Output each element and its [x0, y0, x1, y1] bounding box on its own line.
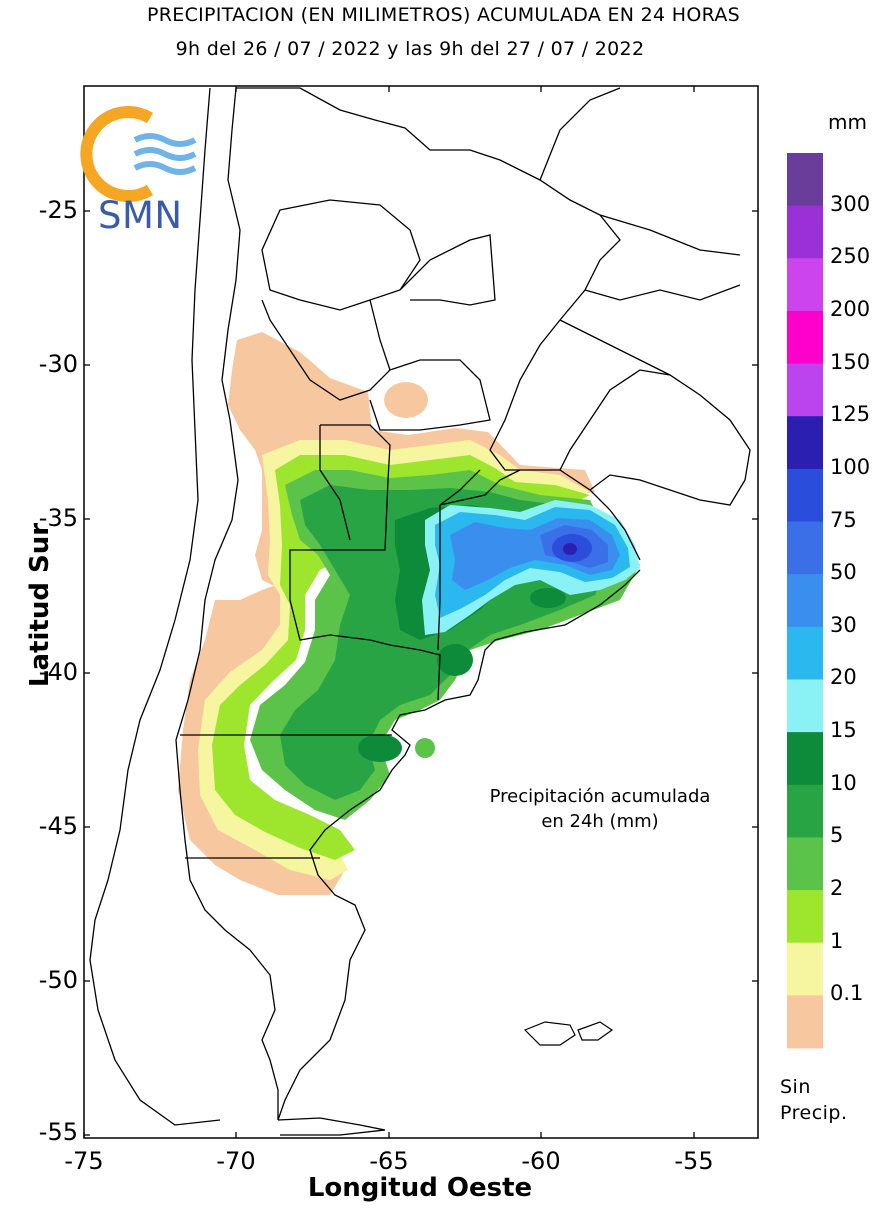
legend-level-label: 10	[830, 770, 857, 795]
legend-swatch	[787, 205, 823, 259]
legend-colorbar	[787, 153, 823, 1049]
legend-swatch	[787, 574, 823, 628]
legend-swatch	[787, 416, 823, 470]
legend-level-label: 30	[830, 612, 857, 637]
legend-level-label: 75	[830, 507, 857, 532]
y-tick-label: -30	[38, 350, 78, 378]
y-tick-label: -25	[38, 196, 78, 224]
legend-no-precip: Sin Precip.	[780, 1074, 848, 1126]
legend-level-label: 1	[830, 928, 844, 953]
y-tick-label: -45	[38, 812, 78, 840]
legend-level-label: 15	[830, 718, 857, 743]
legend-level-label: 200	[830, 296, 871, 321]
map-title-line2: 9h del 26 / 07 / 2022 y las 9h del 27 / …	[175, 38, 645, 60]
legend-swatch	[787, 521, 823, 575]
legend-level-label: 150	[830, 349, 871, 374]
precip-zone-10-c	[437, 644, 473, 676]
legend-swatch	[787, 784, 823, 838]
legend-level-label: 125	[830, 402, 871, 427]
legend-swatch	[787, 363, 823, 417]
legend-no-precip-line1: Sin	[780, 1076, 811, 1098]
boundaries	[89, 87, 751, 1136]
x-tick-label: -60	[521, 1147, 561, 1175]
legend-level-label: 250	[830, 244, 871, 269]
legend-level-label: 100	[830, 454, 871, 479]
legend-swatch	[787, 942, 823, 996]
legend-level-label: 20	[830, 665, 857, 690]
map-annotation: Precipitación acumulada en 24h (mm)	[450, 784, 750, 834]
y-tick-label: -40	[38, 658, 78, 686]
precip-zone-2-island	[415, 738, 435, 758]
y-tick-label: -55	[38, 1118, 78, 1146]
legend-swatch	[787, 258, 823, 312]
precip-zone-10-d	[530, 588, 566, 608]
malvinas-islands	[523, 1021, 614, 1046]
legend-swatch	[787, 626, 823, 680]
y-tick-label: -35	[38, 504, 78, 532]
legend-swatch	[787, 153, 823, 207]
legend-level-label: 2	[830, 876, 844, 901]
map-title-line1: PRECIPITACION (EN MILIMETROS) ACUMULADA …	[147, 4, 740, 26]
precip-zone-1	[212, 455, 590, 860]
legend-swatch	[787, 995, 823, 1049]
precip-zone-100	[563, 543, 577, 555]
legend-unit: mm	[828, 110, 867, 134]
axis-ticks	[83, 86, 758, 1138]
y-tick-label: -50	[38, 966, 78, 994]
smn-sun-waves-icon	[80, 106, 197, 202]
legend-swatch	[787, 890, 823, 944]
legend-no-precip-line2: Precip.	[780, 1102, 848, 1124]
legend-level-label: 0.1	[830, 981, 864, 1006]
map-annotation-line2: en 24h (mm)	[541, 811, 659, 832]
legend-level-label: 5	[830, 823, 844, 848]
legend-swatch	[787, 310, 823, 365]
legend-level-label: 50	[830, 560, 857, 585]
smn-logo-text: SMN	[98, 194, 183, 237]
legend-swatch	[787, 679, 823, 733]
precip-zone-10-b	[358, 734, 402, 762]
legend-swatch	[787, 732, 823, 786]
precip-zone-salmon-north	[384, 382, 428, 418]
x-axis-label: Longitud Oeste	[307, 1173, 533, 1203]
x-tick-label: -70	[216, 1147, 256, 1175]
x-tick-label: -55	[674, 1147, 714, 1175]
legend-swatch	[787, 468, 823, 523]
legend-level-label: 300	[830, 191, 871, 216]
map-annotation-line1: Precipitación acumulada	[489, 786, 711, 807]
x-tick-label: -65	[369, 1147, 409, 1175]
x-tick-label: -75	[64, 1147, 104, 1175]
legend-swatch	[787, 837, 823, 891]
